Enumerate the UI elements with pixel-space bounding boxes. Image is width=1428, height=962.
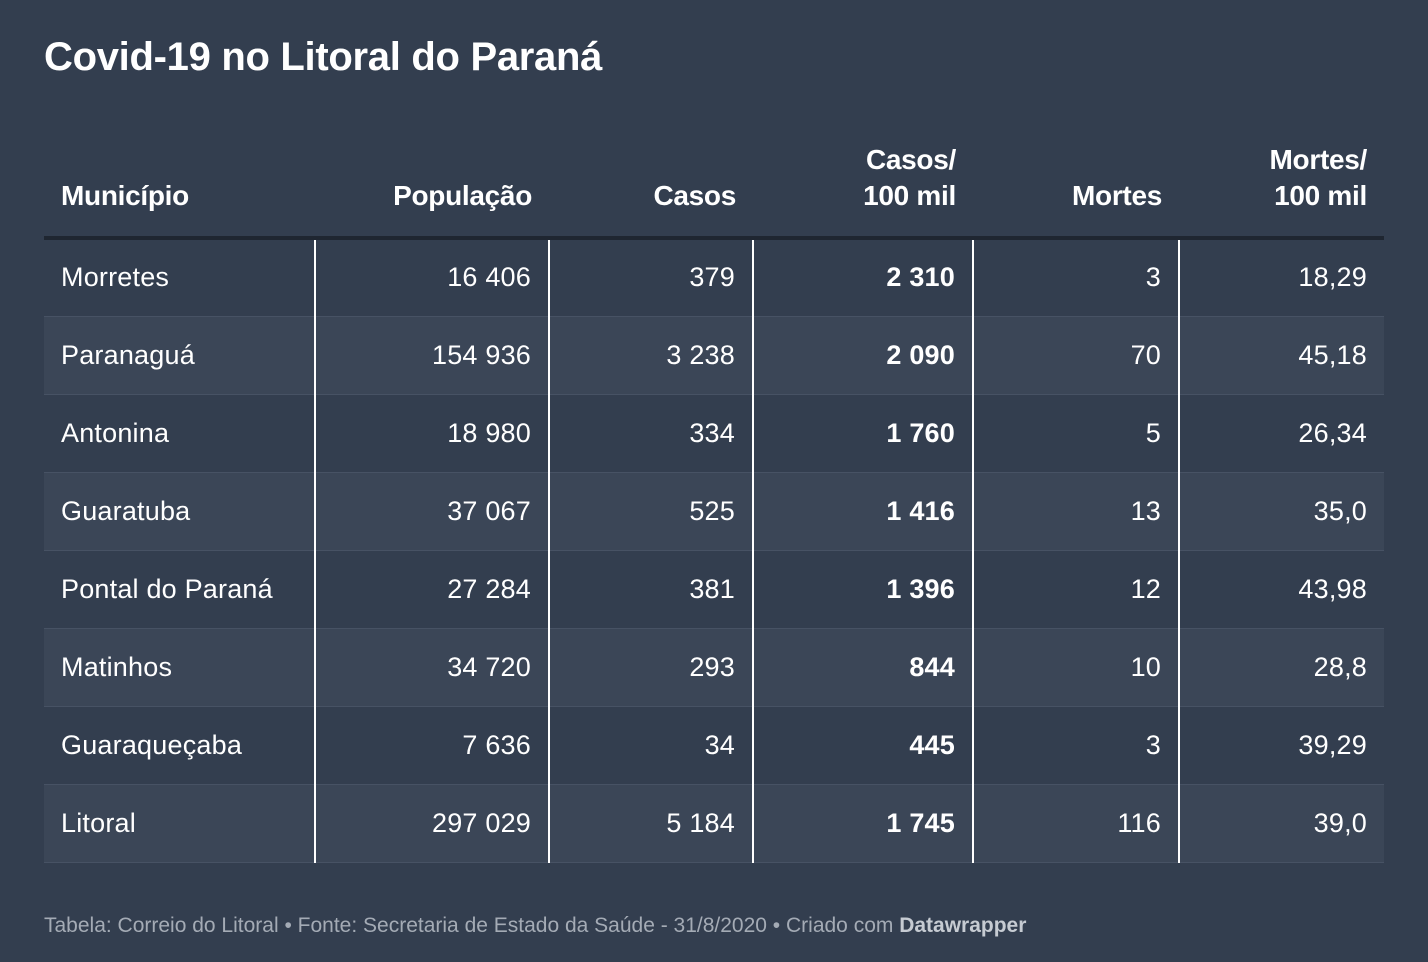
table-row: Matinhos 34 720 293 844 10 28,8 <box>44 628 1384 707</box>
cell-municipio: Morretes <box>44 238 316 317</box>
cell-casos-100mil: 2 090 <box>753 316 974 395</box>
table-row: Guaratuba 37 067 525 1 416 13 35,0 <box>44 472 1384 551</box>
cell-populacao: 7 636 <box>315 706 550 785</box>
cell-populacao: 154 936 <box>315 316 550 395</box>
column-header-mortes-100mil[interactable]: Mortes/ 100 mil <box>1179 134 1384 240</box>
cell-municipio: Litoral <box>44 784 316 863</box>
cell-casos: 293 <box>549 628 754 707</box>
table-row: Antonina 18 980 334 1 760 5 26,34 <box>44 394 1384 473</box>
cell-mortes: 70 <box>973 316 1180 395</box>
table-header-row: Município População Casos Casos/ 100 mil… <box>44 134 1384 240</box>
cell-casos-100mil: 844 <box>753 628 974 707</box>
cell-municipio: Pontal do Paraná <box>44 550 316 629</box>
cell-casos: 334 <box>549 394 754 473</box>
header-line-1: Casos/ <box>865 144 956 175</box>
cell-casos-100mil: 1 396 <box>753 550 974 629</box>
cell-municipio: Matinhos <box>44 628 316 707</box>
cell-municipio: Antonina <box>44 394 316 473</box>
source-footer: Tabela: Correio do Litoral • Fonte: Secr… <box>44 912 1026 940</box>
cell-mortes-100mil: 39,0 <box>1179 784 1384 863</box>
cell-populacao: 37 067 <box>315 472 550 551</box>
column-header-mortes[interactable]: Mortes <box>973 134 1179 240</box>
cell-casos-100mil: 1 416 <box>753 472 974 551</box>
table-body: Morretes 16 406 379 2 310 3 18,29 Paranaguá 154… <box>44 238 1384 863</box>
cell-mortes-100mil: 45,18 <box>1179 316 1384 395</box>
table-row: Paranaguá 154 936 3 238 2 090 70 45,18 <box>44 316 1384 395</box>
cell-mortes-100mil: 43,98 <box>1179 550 1384 629</box>
column-header-casos-100mil[interactable]: Casos/ 100 mil <box>753 134 973 240</box>
cell-mortes-100mil: 39,29 <box>1179 706 1384 785</box>
cell-mortes: 13 <box>973 472 1180 551</box>
cell-casos-100mil: 445 <box>753 706 974 785</box>
cell-casos: 5 184 <box>549 784 754 863</box>
cell-mortes: 12 <box>973 550 1180 629</box>
cell-mortes-100mil: 28,8 <box>1179 628 1384 707</box>
table-row: Guaraqueçaba 7 636 34 445 3 39,29 <box>44 706 1384 785</box>
column-header-casos[interactable]: Casos <box>549 134 753 240</box>
cell-casos: 525 <box>549 472 754 551</box>
column-header-populacao[interactable]: População <box>315 134 549 240</box>
cell-casos: 381 <box>549 550 754 629</box>
cell-populacao: 297 029 <box>315 784 550 863</box>
footer-text: Tabela: Correio do Litoral • Fonte: Secr… <box>44 914 900 937</box>
cell-casos: 34 <box>549 706 754 785</box>
cell-mortes: 3 <box>973 706 1180 785</box>
cell-mortes: 5 <box>973 394 1180 473</box>
data-table-container: Município População Casos Casos/ 100 mil… <box>44 134 1384 863</box>
chart-title: Covid-19 no Litoral do Paraná <box>44 35 603 79</box>
table-row: Morretes 16 406 379 2 310 3 18,29 <box>44 238 1384 317</box>
cell-populacao: 18 980 <box>315 394 550 473</box>
cell-municipio: Paranaguá <box>44 316 316 395</box>
cell-mortes-100mil: 35,0 <box>1179 472 1384 551</box>
column-header-municipio[interactable]: Município <box>44 134 315 240</box>
table-row: Litoral 297 029 5 184 1 745 116 39,0 <box>44 784 1384 863</box>
header-line-2: 100 mil <box>1274 180 1367 211</box>
data-table: Município População Casos Casos/ 100 mil… <box>44 134 1384 863</box>
cell-casos: 379 <box>549 238 754 317</box>
cell-mortes-100mil: 18,29 <box>1179 238 1384 317</box>
cell-casos: 3 238 <box>549 316 754 395</box>
cell-casos-100mil: 1 760 <box>753 394 974 473</box>
cell-populacao: 27 284 <box>315 550 550 629</box>
cell-populacao: 16 406 <box>315 238 550 317</box>
cell-populacao: 34 720 <box>315 628 550 707</box>
cell-casos-100mil: 2 310 <box>753 238 974 317</box>
cell-municipio: Guaratuba <box>44 472 316 551</box>
cell-casos-100mil: 1 745 <box>753 784 974 863</box>
cell-mortes: 116 <box>973 784 1180 863</box>
cell-municipio: Guaraqueçaba <box>44 706 316 785</box>
cell-mortes-100mil: 26,34 <box>1179 394 1384 473</box>
table-row: Pontal do Paraná 27 284 381 1 396 12 43,98 <box>44 550 1384 629</box>
cell-mortes: 3 <box>973 238 1180 317</box>
footer-brand-link[interactable]: Datawrapper <box>899 914 1027 937</box>
header-line-1: Mortes/ <box>1269 144 1368 175</box>
cell-mortes: 10 <box>973 628 1180 707</box>
header-line-2: 100 mil <box>863 180 956 211</box>
